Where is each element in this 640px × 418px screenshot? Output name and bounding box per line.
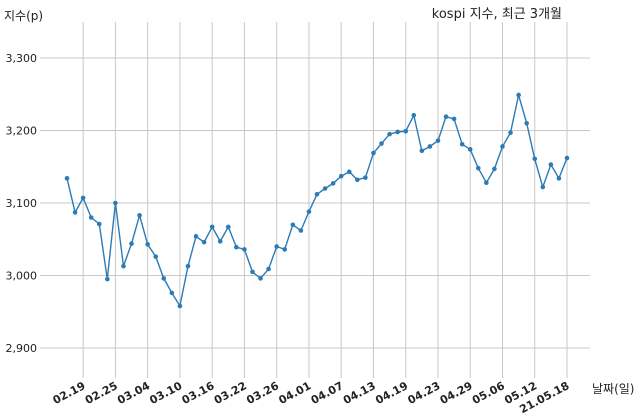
- chart-title: kospi 지수, 최근 3개월: [432, 7, 562, 22]
- x-tick-label: 02.25: [83, 379, 120, 407]
- data-point: [516, 92, 521, 98]
- data-point: [129, 241, 134, 246]
- data-point: [145, 242, 150, 247]
- data-point: [282, 247, 288, 252]
- x-tick-label: 04.07: [309, 379, 346, 407]
- y-axis-label: 지수(p): [4, 9, 43, 23]
- x-tick-label: 05.06: [470, 379, 507, 407]
- data-point: [274, 244, 279, 249]
- x-tick-label: 04.13: [341, 379, 378, 407]
- data-point: [72, 210, 78, 215]
- data-point: [298, 228, 304, 233]
- x-tick-label: 03.22: [212, 379, 249, 407]
- data-point: [371, 150, 376, 156]
- data-point: [500, 144, 505, 149]
- data-point: [250, 269, 255, 275]
- data-point: [355, 177, 360, 183]
- data-point: [451, 116, 457, 122]
- data-point: [346, 169, 352, 175]
- grid-lines: [40, 22, 590, 378]
- data-point: [266, 266, 271, 272]
- data-point: [564, 155, 570, 161]
- x-tick-label: 02.19: [51, 379, 88, 407]
- y-tick-label: 3,300: [6, 52, 38, 65]
- data-point: [379, 141, 384, 146]
- data-point: [443, 114, 449, 120]
- data-point: [177, 303, 183, 309]
- data-point: [217, 239, 223, 244]
- y-tick-label: 3,100: [6, 197, 38, 210]
- data-point: [121, 263, 126, 269]
- y-tick-label: 3,200: [6, 125, 38, 138]
- x-tick-label: 04.23: [406, 379, 443, 407]
- data-point: [556, 176, 562, 181]
- series-line: [66, 94, 568, 308]
- data-point: [403, 128, 409, 134]
- data-point: [427, 144, 433, 149]
- data-point: [484, 180, 489, 185]
- data-point: [419, 148, 425, 154]
- data-point: [161, 276, 167, 281]
- data-point: [290, 222, 296, 228]
- data-point: [96, 221, 102, 227]
- data-points: [64, 92, 570, 309]
- data-point: [80, 195, 86, 201]
- data-point: [258, 276, 263, 281]
- data-point: [193, 234, 199, 239]
- data-point: [467, 147, 473, 152]
- x-tick-label: 03.26: [244, 379, 281, 407]
- data-point: [306, 209, 312, 214]
- data-point: [395, 129, 400, 135]
- data-point: [153, 254, 159, 259]
- data-point: [169, 290, 175, 296]
- data-point: [234, 244, 239, 250]
- data-point: [475, 165, 481, 171]
- data-point: [137, 213, 142, 218]
- data-point: [330, 181, 336, 186]
- data-point: [524, 120, 529, 126]
- x-tick-label: 04.01: [277, 379, 314, 407]
- x-tick-label: 03.04: [115, 379, 152, 407]
- y-tick-label: 3,000: [6, 270, 38, 283]
- data-point: [201, 239, 207, 245]
- data-point: [88, 215, 94, 220]
- data-point: [314, 192, 320, 197]
- y-tick-label: 2,900: [6, 342, 38, 355]
- x-axis-ticks: 02.1902.2503.0403.1003.1603.2203.2604.01…: [51, 379, 572, 416]
- x-tick-label: 04.29: [438, 379, 475, 407]
- y-axis-ticks: 2,900 3,000 3,100 3,200 3,300: [6, 52, 38, 355]
- x-tick-label: 04.19: [373, 379, 410, 407]
- data-point: [105, 276, 110, 282]
- data-point: [363, 175, 368, 180]
- x-tick-label: 03.10: [147, 379, 184, 407]
- data-point: [338, 173, 344, 179]
- data-point: [322, 186, 328, 191]
- data-point: [113, 200, 118, 206]
- data-point: [435, 138, 441, 143]
- data-point: [492, 166, 497, 172]
- data-point: [532, 156, 538, 162]
- data-point: [185, 263, 191, 269]
- data-point: [508, 130, 513, 135]
- data-point: [540, 184, 546, 190]
- data-point: [64, 176, 70, 181]
- x-axis-label: 날짜(일): [592, 382, 634, 396]
- data-point: [225, 224, 231, 230]
- data-point: [459, 141, 465, 147]
- data-point: [387, 131, 392, 137]
- data-point: [411, 112, 417, 118]
- x-tick-label: 03.16: [180, 379, 217, 407]
- data-point: [209, 224, 215, 230]
- data-point: [548, 162, 554, 167]
- data-point: [242, 247, 247, 252]
